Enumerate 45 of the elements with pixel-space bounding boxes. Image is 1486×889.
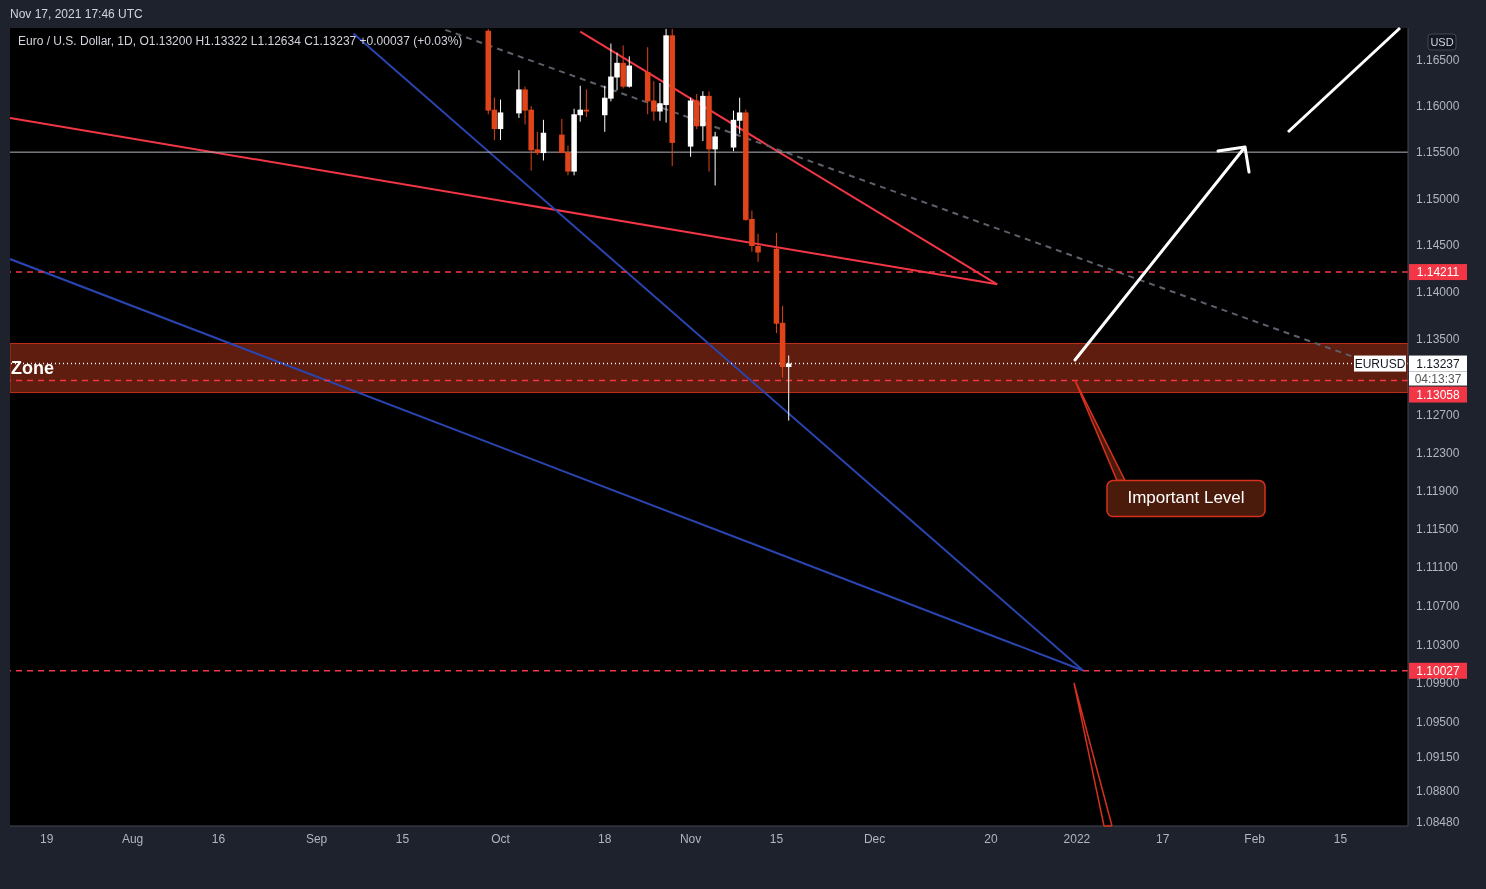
x-tick-label: Aug [121, 831, 144, 846]
y-tick-label: 1.11100 [1416, 560, 1458, 575]
x-tick-label: Feb [1244, 831, 1266, 846]
y-tick-label: 1.13500 [1416, 332, 1460, 347]
annotation: Important Level [1127, 488, 1245, 508]
annotation: EURUSD [1354, 356, 1406, 371]
x-tick-label: 18 [598, 831, 612, 846]
y-tick-label: 1.15500 [1416, 145, 1460, 160]
ref-line-label: 1.10027 [1416, 663, 1461, 678]
x-tick-label: 15 [1333, 831, 1348, 846]
y-tick-label: 1.16000 [1416, 99, 1460, 114]
y-tick-label: 1.09500 [1416, 715, 1460, 730]
x-tick-label: 16 [211, 831, 226, 846]
x-tick-label: Dec [863, 831, 886, 846]
y-tick-label: 1.14000 [1416, 285, 1460, 300]
text: Nov 17, 2021 17:46 UTC [10, 7, 144, 21]
x-tick-label: Nov [679, 831, 702, 846]
x-tick-label: Oct [491, 831, 511, 846]
y-tick-label: 1.16500 [1416, 53, 1460, 68]
x-tick-label: 20 [984, 831, 999, 846]
y-tick-label: 1.15000 [1416, 191, 1460, 206]
band-label: Zone [11, 358, 54, 379]
x-tick-label: 15 [769, 831, 784, 846]
x-tick-label: 19 [40, 831, 54, 846]
text: USD [1430, 36, 1454, 48]
y-tick-label: 1.09150 [1416, 749, 1460, 764]
ref-line-label: 1.13237 [1416, 356, 1461, 371]
y-tick-label: 1.10700 [1416, 598, 1460, 613]
y-tick-label: 1.11500 [1416, 521, 1459, 536]
x-tick-label: 17 [1156, 831, 1170, 846]
ref-line-label: 1.14211 [1416, 265, 1460, 280]
y-tick-label: 1.09900 [1416, 676, 1460, 691]
text: Euro / U.S. Dollar, 1D, O1.13200 H1.13322 L1.12634 C1.13237 +0.00037 (+0.03%) [18, 34, 463, 48]
y-tick-label: 1.11900 [1416, 483, 1459, 498]
x-tick-label: 15 [395, 831, 410, 846]
y-tick-label: 1.12300 [1416, 445, 1460, 460]
y-tick-label: 1.14500 [1416, 238, 1460, 253]
text: 04:13:37 [1414, 371, 1462, 386]
x-tick-label: 2022 [1063, 831, 1091, 846]
x-tick-label: Sep [305, 831, 328, 846]
y-tick-label: 1.08800 [1416, 783, 1460, 798]
y-tick-label: 1.08480 [1416, 815, 1460, 830]
y-tick-label: 1.10300 [1416, 637, 1460, 652]
ref-line-label: 1.13058 [1416, 387, 1461, 402]
y-tick-label: 1.12700 [1416, 407, 1460, 422]
